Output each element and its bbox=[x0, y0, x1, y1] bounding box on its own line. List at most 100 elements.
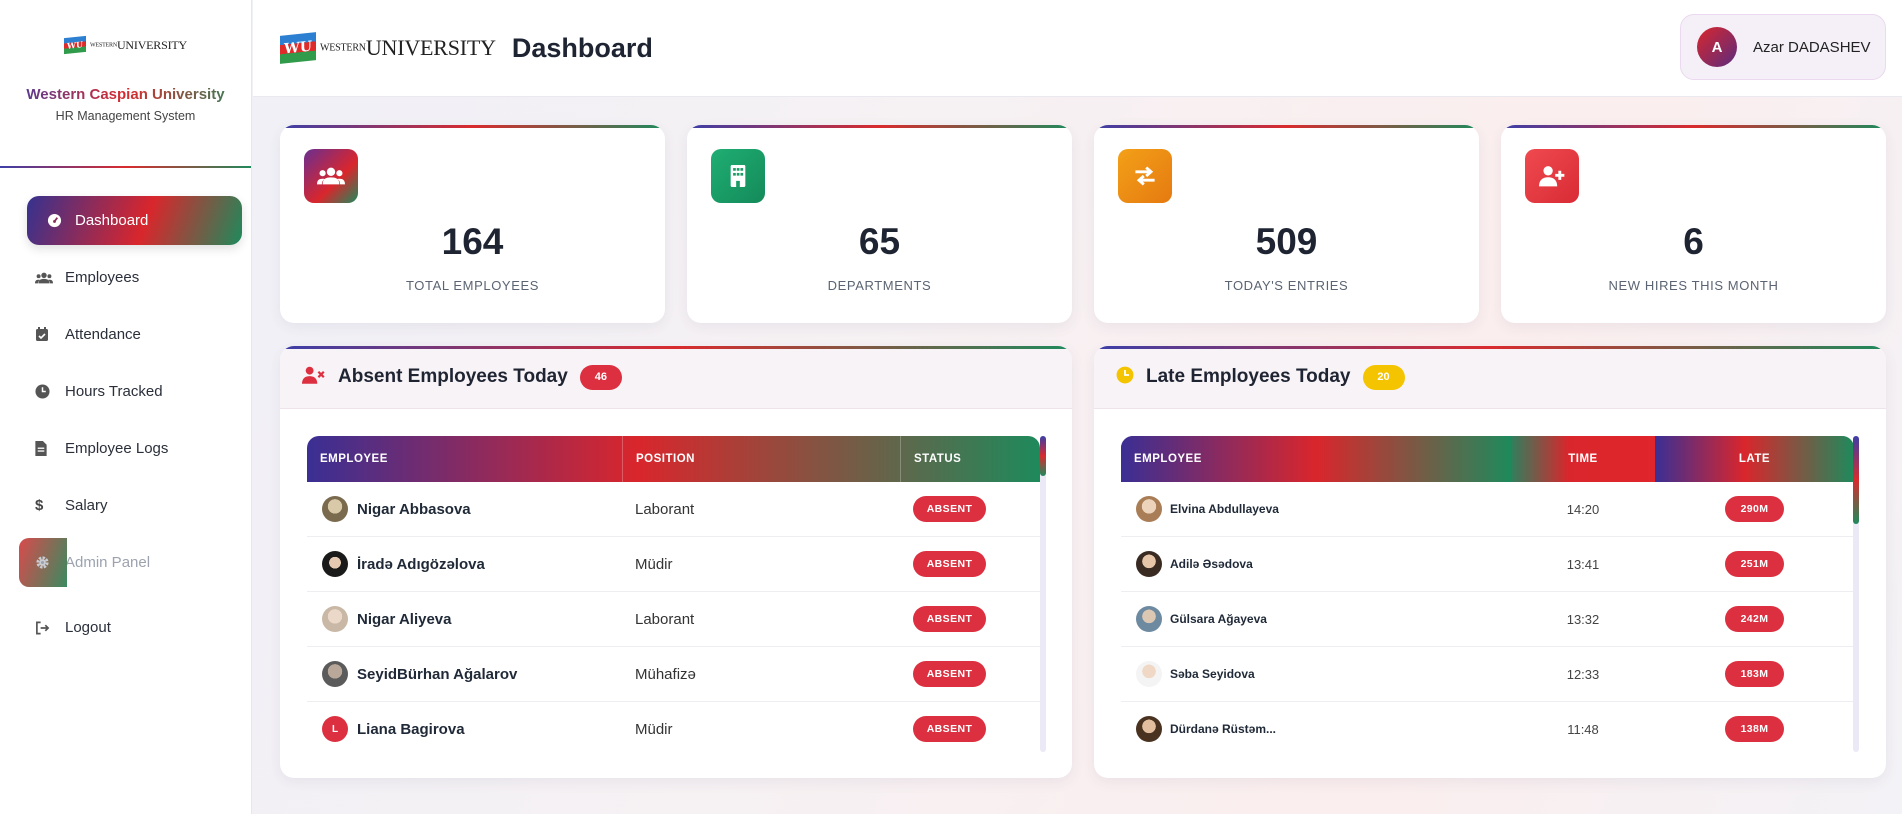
panel-title: Late Employees Today bbox=[1146, 366, 1351, 387]
sidebar-item-salary[interactable]: $ Salary bbox=[27, 481, 242, 530]
sidebar-item-admin-panel[interactable]: Admin Panel bbox=[19, 538, 242, 587]
logo-university-text: UNIVERSITY bbox=[365, 35, 496, 60]
absent-table-scrollbar[interactable] bbox=[1040, 436, 1046, 752]
column-header: LATE bbox=[1655, 436, 1854, 482]
building-icon bbox=[711, 149, 765, 203]
late-count-badge: 20 bbox=[1362, 364, 1405, 390]
sidebar-item-label: Attendance bbox=[65, 326, 141, 343]
sidebar-item-label: Salary bbox=[65, 497, 108, 514]
scrollbar-thumb[interactable] bbox=[1853, 436, 1859, 524]
table-row[interactable]: Adilə Əsədova 13:41 251M bbox=[1121, 537, 1854, 592]
employee-photo bbox=[1136, 551, 1162, 577]
sidebar-item-label: Admin Panel bbox=[65, 554, 151, 571]
late-minutes-badge: 290M bbox=[1725, 496, 1784, 522]
absent-table: EMPLOYEE POSITION STATUS Nigar Abbasova … bbox=[307, 436, 1040, 752]
sidebar-item-dashboard[interactable]: Dashboard bbox=[27, 196, 242, 245]
absent-count-badge: 46 bbox=[579, 364, 622, 390]
table-row[interactable]: İradə Adıgözəlova Müdir ABSENT bbox=[307, 537, 1040, 592]
late-table: EMPLOYEE TIME LATE Elvina Abdullayeva 14… bbox=[1121, 436, 1854, 752]
stat-value: 65 bbox=[858, 221, 901, 262]
top-header: WESTERNUNIVERSITY Dashboard A Azar DADAS… bbox=[253, 0, 1902, 97]
stat-label: TOTAL EMPLOYEES bbox=[405, 278, 540, 293]
column-header: STATUS bbox=[900, 436, 1040, 482]
user-times-icon bbox=[302, 366, 326, 389]
employee-position: Müdir bbox=[635, 555, 673, 573]
sidebar-item-attendance[interactable]: Attendance bbox=[27, 310, 242, 359]
table-row[interactable]: Səba Seyidova 12:33 183M bbox=[1121, 647, 1854, 702]
panel-title: Absent Employees Today bbox=[338, 366, 568, 387]
table-header: EMPLOYEE TIME LATE bbox=[1121, 436, 1854, 482]
gear-icon bbox=[35, 555, 65, 570]
status-badge: ABSENT bbox=[913, 496, 986, 522]
employee-name: Adilə Əsədova bbox=[1170, 557, 1253, 571]
user-name: Azar DADASHEV bbox=[1753, 38, 1871, 56]
dollar-icon: $ bbox=[35, 497, 44, 514]
table-row[interactable]: Nigar Aliyeva Laborant ABSENT bbox=[307, 592, 1040, 647]
employee-name: Nigar Abbasova bbox=[357, 500, 471, 518]
sidebar-item-label: Logout bbox=[65, 619, 111, 636]
sidebar-item-label: Dashboard bbox=[75, 212, 149, 229]
employee-photo bbox=[322, 661, 348, 687]
employee-initial-avatar: L bbox=[322, 716, 348, 742]
late-minutes-badge: 138M bbox=[1725, 716, 1784, 742]
employee-position: Laborant bbox=[635, 610, 695, 628]
sidebar-item-label: Hours Tracked bbox=[65, 383, 163, 400]
table-row[interactable]: Gülsara Ağayeva 13:32 242M bbox=[1121, 592, 1854, 647]
sidebar-nav: Dashboard Employees Attendance Hours Tra… bbox=[0, 196, 252, 660]
employee-position: Müdir bbox=[635, 720, 673, 738]
column-header: POSITION bbox=[622, 436, 900, 482]
table-row[interactable]: Elvina Abdullayeva 14:20 290M bbox=[1121, 482, 1854, 537]
employee-name: SeyidBürhan Ağalarov bbox=[357, 665, 518, 683]
header-university-logo: WESTERNUNIVERSITY bbox=[280, 32, 496, 64]
user-menu[interactable]: A Azar DADASHEV bbox=[1680, 14, 1886, 80]
table-row[interactable]: SeyidBürhan Ağalarov Mühafizə ABSENT bbox=[307, 647, 1040, 702]
arrival-time: 11:48 bbox=[1567, 721, 1599, 737]
avatar: A bbox=[1697, 27, 1737, 67]
university-logo: WESTERNUNIVERSITY bbox=[64, 35, 187, 55]
table-row[interactable]: Dürdanə Rüstəm... 11:48 138M bbox=[1121, 702, 1854, 752]
users-icon bbox=[35, 271, 65, 285]
status-badge: ABSENT bbox=[913, 661, 986, 687]
status-badge: ABSENT bbox=[913, 606, 986, 632]
employee-name: Səba Seyidova bbox=[1170, 667, 1255, 681]
table-header: EMPLOYEE POSITION STATUS bbox=[307, 436, 1040, 482]
status-badge: ABSENT bbox=[913, 551, 986, 577]
sidebar-item-logout[interactable]: Logout bbox=[27, 603, 242, 652]
late-table-scrollbar[interactable] bbox=[1853, 436, 1859, 752]
table-row[interactable]: L Liana Bagirova Müdir ABSENT bbox=[307, 702, 1040, 752]
users-icon bbox=[304, 149, 358, 203]
sidebar-item-hours-tracked[interactable]: Hours Tracked bbox=[27, 367, 242, 416]
employee-name: Dürdanə Rüstəm... bbox=[1170, 722, 1277, 736]
sidebar-item-employee-logs[interactable]: Employee Logs bbox=[27, 424, 242, 473]
employee-photo bbox=[1136, 661, 1162, 687]
employee-photo bbox=[322, 606, 348, 632]
sign-out-icon bbox=[35, 621, 65, 635]
clock-icon bbox=[35, 384, 65, 399]
file-icon bbox=[35, 441, 65, 456]
exchange-icon bbox=[1118, 149, 1172, 203]
arrival-time: 13:32 bbox=[1566, 611, 1600, 627]
logo-western-text: WESTERN bbox=[320, 42, 366, 54]
stat-card-todays-entries: 509 TODAY'S ENTRIES bbox=[1094, 125, 1479, 323]
sidebar-item-label: Employee Logs bbox=[65, 440, 169, 457]
sidebar-item-label: Employees bbox=[65, 269, 140, 286]
employee-photo bbox=[322, 551, 348, 577]
table-row[interactable]: Nigar Abbasova Laborant ABSENT bbox=[307, 482, 1040, 537]
column-header: EMPLOYEE bbox=[320, 453, 388, 465]
page-title: Dashboard bbox=[511, 32, 653, 63]
panel-header: Absent Employees Today 46 bbox=[280, 346, 1072, 409]
late-minutes-badge: 242M bbox=[1725, 606, 1784, 632]
panel-header: Late Employees Today 20 bbox=[1094, 346, 1886, 409]
scrollbar-thumb[interactable] bbox=[1040, 436, 1046, 476]
stat-card-new-hires: 6 NEW HIRES THIS MONTH bbox=[1501, 125, 1886, 323]
employee-photo bbox=[1136, 716, 1162, 742]
brand-name: Western Caspian University bbox=[0, 86, 251, 103]
arrival-time: 13:41 bbox=[1566, 556, 1600, 572]
stat-card-departments: 65 DEPARTMENTS bbox=[687, 125, 1072, 323]
sidebar-item-employees[interactable]: Employees bbox=[27, 253, 242, 302]
stat-value: 509 bbox=[1255, 221, 1318, 262]
user-plus-icon bbox=[1525, 149, 1579, 203]
calendar-check-icon bbox=[35, 327, 65, 342]
stat-label: NEW HIRES THIS MONTH bbox=[1608, 278, 1779, 293]
sidebar-brand: WESTERNUNIVERSITY Western Caspian Univer… bbox=[0, 0, 251, 168]
